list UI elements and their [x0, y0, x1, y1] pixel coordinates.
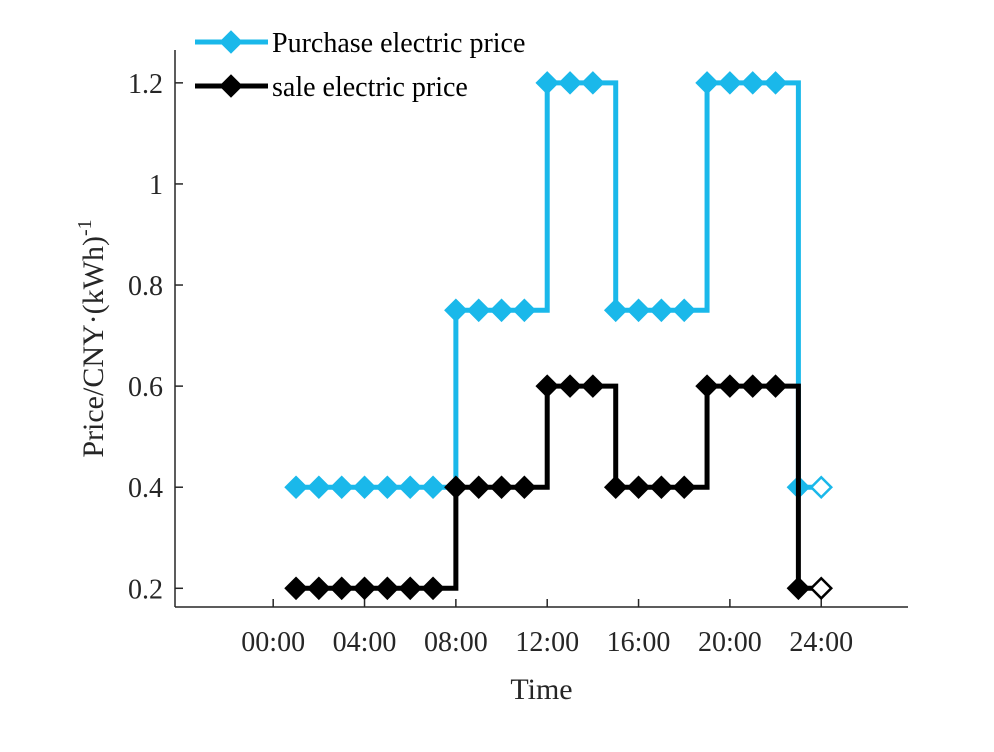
x-tick-label: 16:00 [607, 627, 671, 658]
x-tick-label: 00:00 [241, 627, 305, 658]
data-point [329, 475, 354, 499]
data-point [421, 475, 445, 499]
data-point [421, 576, 445, 601]
series-2 [284, 374, 833, 601]
data-point [695, 374, 719, 398]
data-point [375, 475, 400, 499]
data-point [603, 298, 628, 323]
data-point [763, 374, 788, 398]
data-point [786, 576, 811, 601]
data-point [535, 71, 559, 95]
data-point [626, 475, 651, 499]
data-point [581, 374, 605, 398]
data-point [603, 475, 628, 499]
x-tick-label: 04:00 [333, 627, 397, 658]
legend-item-2: sale electric price [195, 72, 468, 103]
data-point [307, 576, 331, 601]
data-point [558, 374, 582, 398]
data-point [809, 475, 833, 499]
data-point [329, 576, 354, 601]
data-point [809, 576, 833, 601]
data-point [375, 576, 400, 601]
data-point [444, 475, 468, 499]
legend: Purchase electric price sale electric pri… [195, 28, 525, 103]
data-point [284, 475, 308, 499]
data-point [581, 71, 605, 95]
legend-item-1: Purchase electric price [195, 28, 525, 59]
y-tick-label: 0.4 [128, 473, 163, 504]
data-point [398, 475, 422, 499]
legend-label: sale electric price [272, 72, 468, 103]
series-layer [284, 71, 833, 601]
y-tick-label: 1.2 [128, 69, 163, 100]
y-tick-label: 0.6 [128, 372, 163, 403]
data-point [466, 475, 491, 499]
data-point [489, 475, 514, 499]
y-tick-label: 0.2 [128, 574, 163, 605]
data-point [444, 298, 468, 323]
data-point [695, 71, 719, 95]
data-point [352, 576, 377, 601]
data-point [352, 475, 377, 499]
data-point [626, 298, 651, 323]
data-point [672, 298, 696, 323]
series-1 [284, 71, 833, 499]
data-point [558, 71, 582, 95]
y-axis-label-main: Price/CNY·(kWh) [77, 236, 110, 458]
data-point [535, 374, 559, 398]
data-point [649, 298, 674, 323]
legend-marker [219, 30, 243, 54]
data-point [307, 475, 331, 499]
series-line [296, 80, 822, 490]
data-point [649, 475, 674, 499]
data-point [718, 71, 742, 95]
data-point [512, 298, 537, 323]
x-tick-label: 08:00 [424, 627, 488, 658]
data-point [466, 298, 491, 323]
data-point [672, 475, 696, 499]
x-tick-label: 24:00 [789, 627, 853, 658]
data-point [489, 298, 514, 323]
legend-marker [219, 74, 243, 98]
axes: 0.2 0.4 0.6 0.8 1 1.2 00:00 04:00 08:00 12:00 16:0… [128, 50, 908, 658]
y-axis-label-superscript: -1 [74, 219, 96, 236]
x-axis-label: Time [510, 673, 572, 706]
y-tick-label: 0.8 [128, 271, 163, 302]
legend-label: Purchase electric price [272, 28, 525, 59]
data-point [398, 576, 422, 601]
y-tick-label: 1 [149, 170, 163, 201]
data-point [740, 374, 765, 398]
data-point [763, 71, 788, 95]
data-point [284, 576, 308, 601]
x-tick-label: 12:00 [515, 627, 579, 658]
x-tick-label: 20:00 [698, 627, 762, 658]
data-point [718, 374, 742, 398]
data-point [512, 475, 537, 499]
data-point [740, 71, 765, 95]
y-axis-label: Price/CNY·(kWh)-1 [74, 219, 110, 457]
